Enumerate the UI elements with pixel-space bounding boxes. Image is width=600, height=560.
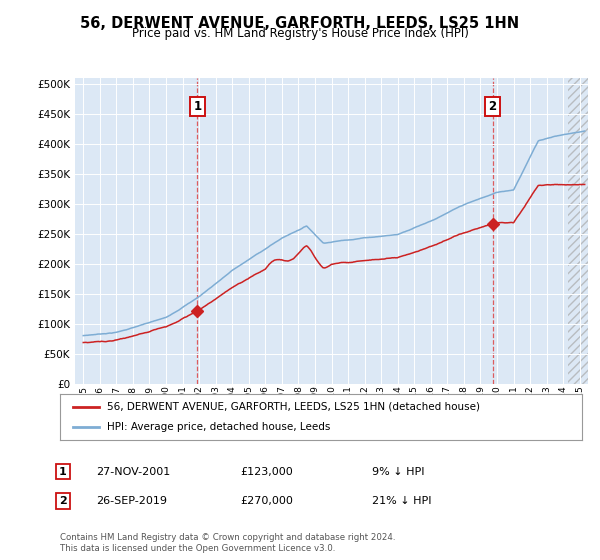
- Text: £270,000: £270,000: [240, 496, 293, 506]
- Text: 21% ↓ HPI: 21% ↓ HPI: [372, 496, 431, 506]
- Text: 26-SEP-2019: 26-SEP-2019: [96, 496, 167, 506]
- Text: 56, DERWENT AVENUE, GARFORTH, LEEDS, LS25 1HN: 56, DERWENT AVENUE, GARFORTH, LEEDS, LS2…: [80, 16, 520, 31]
- Text: 1: 1: [193, 100, 202, 113]
- Text: 1: 1: [59, 466, 67, 477]
- Text: 2: 2: [59, 496, 67, 506]
- Text: Contains HM Land Registry data © Crown copyright and database right 2024.
This d: Contains HM Land Registry data © Crown c…: [60, 533, 395, 553]
- Text: 9% ↓ HPI: 9% ↓ HPI: [372, 466, 425, 477]
- Text: 2: 2: [488, 100, 497, 113]
- Text: 56, DERWENT AVENUE, GARFORTH, LEEDS, LS25 1HN (detached house): 56, DERWENT AVENUE, GARFORTH, LEEDS, LS2…: [107, 402, 480, 412]
- Text: Price paid vs. HM Land Registry's House Price Index (HPI): Price paid vs. HM Land Registry's House …: [131, 27, 469, 40]
- Text: 27-NOV-2001: 27-NOV-2001: [96, 466, 170, 477]
- Text: £123,000: £123,000: [240, 466, 293, 477]
- Text: HPI: Average price, detached house, Leeds: HPI: Average price, detached house, Leed…: [107, 422, 331, 432]
- Bar: [568, 78, 588, 384]
